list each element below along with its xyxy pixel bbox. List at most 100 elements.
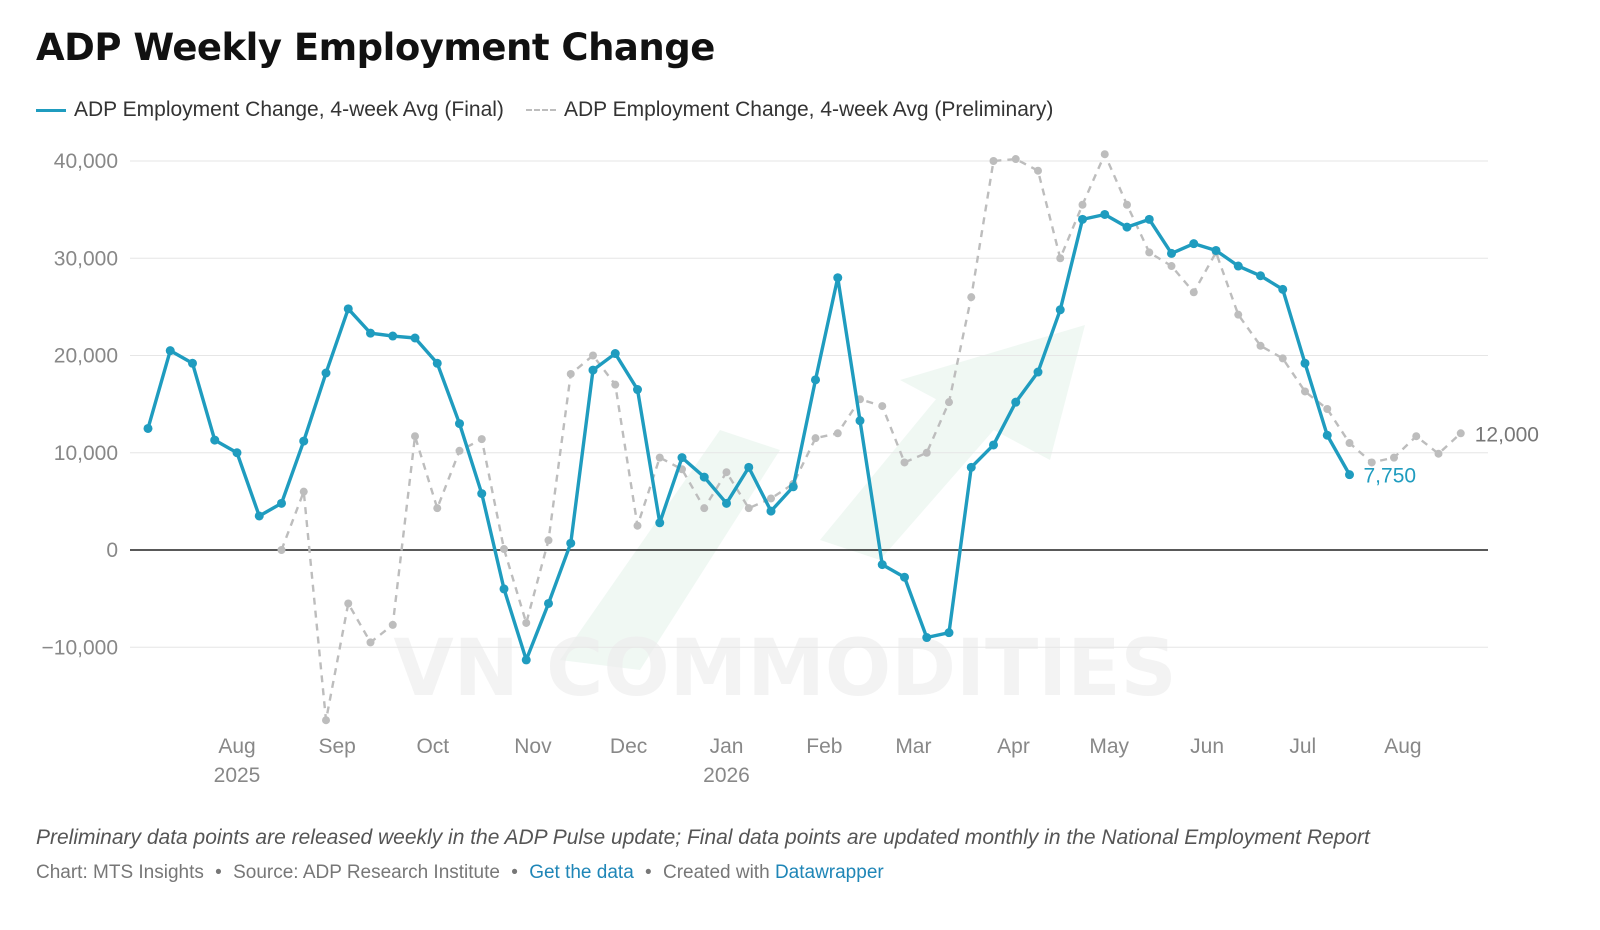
data-point-preliminary <box>1011 155 1020 164</box>
data-point-preliminary <box>544 536 553 545</box>
watermark: VN COMMODITIES <box>393 325 1177 714</box>
chart-credits: Chart: MTS Insights • Source: ADP Resear… <box>36 862 884 884</box>
data-point-final <box>588 365 598 375</box>
get-the-data-link[interactable]: Get the data <box>529 862 634 883</box>
data-point-final <box>432 358 442 368</box>
data-point-final <box>877 560 887 570</box>
x-tick-label: Mar <box>895 735 931 758</box>
data-point-final <box>744 462 754 472</box>
end-label-preliminary: 12,000 <box>1475 423 1539 446</box>
x-tick-label: 2026 <box>703 764 750 787</box>
data-point-final <box>1055 305 1065 315</box>
chart-legend: ADP Employment Change, 4-week Avg (Final… <box>36 98 1075 122</box>
chart-footnote: Preliminary data points are released wee… <box>36 826 1370 849</box>
data-point-preliminary <box>767 494 775 503</box>
watermark-arrow-icon <box>560 325 1085 670</box>
data-point-final <box>188 358 197 368</box>
data-point-final <box>388 331 398 341</box>
data-point-preliminary <box>500 545 508 554</box>
data-point-final <box>143 423 153 433</box>
data-point-preliminary <box>811 434 820 443</box>
legend-item-final: ADP Employment Change, 4-week Avg (Final… <box>36 98 504 122</box>
x-tick-label: Apr <box>997 735 1030 758</box>
data-point-final <box>299 436 309 446</box>
line-chart: VN COMMODITIES 40,000 30,000 20,000 10,000 0 −… <box>42 150 1539 787</box>
data-point-final <box>521 655 531 665</box>
data-point-final <box>1122 222 1132 232</box>
data-point-final <box>722 498 731 508</box>
y-tick-label: −10,000 <box>42 636 119 659</box>
y-tick-label: 30,000 <box>54 247 118 270</box>
data-point-final <box>1233 261 1243 271</box>
data-point-final <box>1189 239 1199 249</box>
data-point-final <box>811 375 820 385</box>
data-point-final <box>766 506 776 516</box>
x-tick-label: Sep <box>318 735 355 758</box>
data-point-preliminary <box>1367 458 1376 467</box>
data-point-preliminary <box>633 521 642 530</box>
data-point-final <box>232 448 242 458</box>
data-point-preliminary <box>455 446 464 455</box>
x-tick-label: Oct <box>416 735 449 758</box>
data-point-final <box>788 482 798 492</box>
data-point-final <box>655 518 665 528</box>
data-point-preliminary <box>655 453 664 462</box>
data-point-preliminary <box>299 487 308 496</box>
data-point-final <box>1211 245 1221 255</box>
data-point-final <box>321 368 331 378</box>
y-tick-label: 0 <box>106 539 118 562</box>
data-point-preliminary <box>322 716 330 725</box>
data-point-preliminary <box>1078 200 1087 209</box>
data-point-final <box>277 498 286 508</box>
data-point-final <box>610 349 620 359</box>
chart-title: ADP Weekly Employment Change <box>36 26 715 69</box>
credit-separator: • <box>215 862 222 883</box>
data-point-preliminary <box>1234 310 1243 319</box>
y-tick-label: 20,000 <box>54 345 118 368</box>
credit-created-with: Created with <box>662 862 770 883</box>
data-point-preliminary <box>744 504 753 513</box>
credit-source: Source: ADP Research Institute <box>233 862 500 883</box>
data-point-preliminary <box>1056 254 1065 263</box>
data-point-preliminary <box>411 432 419 441</box>
credit-separator: • <box>645 862 652 883</box>
x-tick-label: Jul <box>1289 735 1316 758</box>
data-point-final <box>922 633 932 643</box>
legend-label-preliminary: ADP Employment Change, 4-week Avg (Preli… <box>563 98 1054 121</box>
data-point-final <box>855 416 865 426</box>
data-point-preliminary <box>1123 200 1131 209</box>
data-point-final <box>1011 397 1021 407</box>
data-point-final <box>343 304 353 314</box>
watermark-text: VN COMMODITIES <box>393 624 1176 714</box>
series-line-preliminary <box>280 152 1462 722</box>
x-tick-label: Nov <box>514 735 552 758</box>
data-point-final <box>1278 284 1288 294</box>
data-point-final <box>1345 470 1354 480</box>
data-point-final <box>1144 214 1154 224</box>
data-point-final <box>1078 214 1087 224</box>
x-tick-label: 2025 <box>214 764 261 787</box>
data-point-final <box>989 440 998 450</box>
data-point-final <box>410 333 420 343</box>
data-point-preliminary <box>1256 341 1265 350</box>
data-point-final <box>254 511 264 521</box>
data-point-preliminary <box>1189 288 1198 297</box>
data-point-preliminary <box>878 402 887 411</box>
data-point-preliminary <box>1034 166 1042 175</box>
x-tick-label: Dec <box>610 735 647 758</box>
data-point-final <box>1322 430 1332 440</box>
data-point-final <box>165 346 175 356</box>
datawrapper-link[interactable]: Datawrapper <box>774 862 884 883</box>
data-point-final <box>677 453 687 463</box>
y-tick-label: 40,000 <box>54 150 118 173</box>
data-point-final <box>1300 358 1310 368</box>
data-point-preliminary <box>1145 248 1154 257</box>
data-point-final <box>633 385 642 395</box>
data-point-preliminary <box>1278 354 1287 363</box>
y-tick-label: 10,000 <box>54 442 118 465</box>
data-point-final <box>566 538 576 548</box>
data-point-preliminary <box>388 620 397 629</box>
data-point-preliminary <box>922 448 931 457</box>
data-point-final <box>499 584 509 594</box>
legend-swatch-final <box>36 108 66 112</box>
